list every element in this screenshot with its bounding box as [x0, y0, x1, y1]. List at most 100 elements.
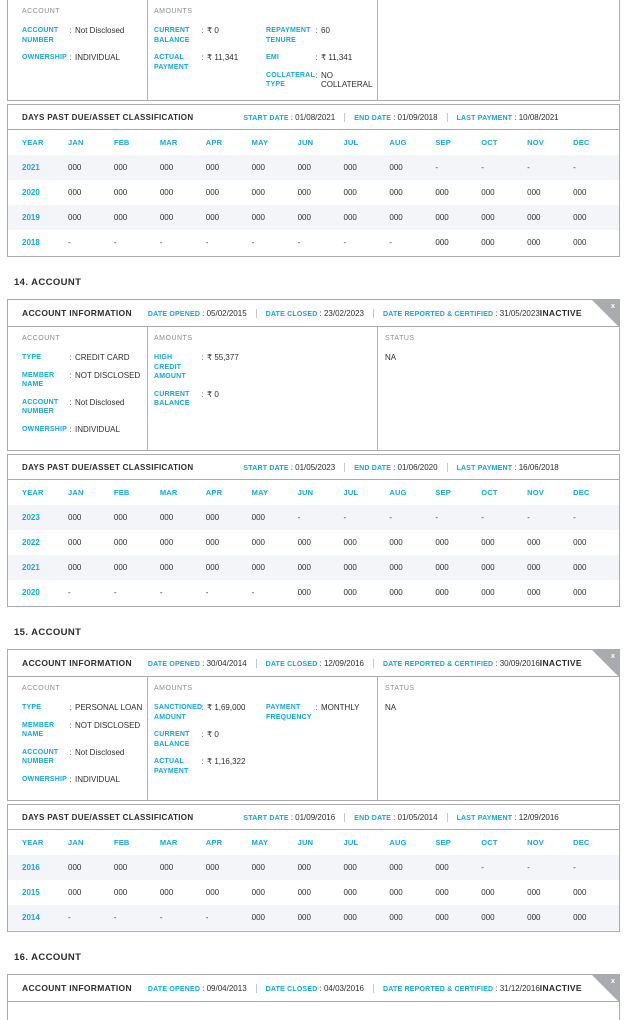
- close-icon[interactable]: x: [610, 651, 615, 660]
- dpd-value-cell: 000: [573, 913, 587, 922]
- field-value: MONTHLY: [321, 703, 360, 712]
- dpd-value-cell: 000: [113, 213, 128, 222]
- dpd-value-cell: 000: [297, 863, 311, 872]
- dpd-value-cell: -: [297, 513, 301, 522]
- year-cell: 2018: [22, 238, 40, 247]
- dpd-value-cell: 000: [527, 913, 541, 922]
- dpd-value-cell: 000: [113, 888, 128, 897]
- start-date-value: 01/09/2016: [291, 813, 335, 822]
- field-value: ₹ 0: [207, 26, 219, 35]
- corner-ribbon: x: [592, 300, 619, 327]
- dpd-value-cell: 000: [68, 563, 82, 572]
- dpd-value-cell: 000: [113, 163, 128, 172]
- date-closed-value: 23/02/2023: [320, 309, 364, 318]
- field-row: REPAYMENT TENURE:60: [266, 26, 373, 45]
- field-colon: :: [69, 774, 72, 784]
- month-column-header: SEP: [435, 838, 451, 847]
- dpd-card-partial: DAYS PAST DUE/ASSET CLASSIFICATION START…: [7, 104, 620, 257]
- dpd-value-cell: 000: [435, 538, 449, 547]
- dpd-table: YEAR JAN FEB MAR APR MAY JUN JUL AUG SEP OCT NOV DEC…: [8, 830, 619, 931]
- dpd-value-cell: -: [205, 913, 209, 922]
- field-label: HIGH CREDIT AMOUNT: [154, 354, 186, 380]
- dpd-value-cell: -: [527, 513, 530, 522]
- dpd-table: YEAR JAN FEB MAR APR MAY JUN JUL AUG SEP OCT NOV DEC…: [8, 480, 619, 606]
- field-label: ACCOUNT NUMBER: [22, 398, 59, 416]
- dpd-value-cell: -: [435, 513, 438, 522]
- dpd-value-cell: 000: [159, 163, 174, 172]
- month-column-header: JUL: [343, 138, 359, 147]
- start-date-value: 01/08/2021: [291, 113, 335, 122]
- dpd-last-payment: LAST PAYMENT 12/09/2016: [457, 813, 559, 822]
- dpd-value-cell: 000: [113, 538, 128, 547]
- dpd-value-cell: -: [343, 238, 347, 247]
- date-reported-label: DATE REPORTED & CERTIFIED: [383, 985, 494, 993]
- account-info-title: ACCOUNT INFORMATION: [22, 658, 132, 668]
- dpd-header: DAYS PAST DUE/ASSET CLASSIFICATION START…: [8, 455, 619, 480]
- end-date-label: END DATE: [354, 114, 392, 122]
- dpd-value-cell: 000: [435, 213, 449, 222]
- field-label: ACCOUNT NUMBER: [22, 27, 59, 44]
- field-colon: :: [69, 720, 72, 730]
- amounts-column: AMOUNTS CURRENT BALANCE: ₹ 0 ACTUAL PAYMEN…: [148, 0, 378, 100]
- field-colon: :: [69, 370, 72, 380]
- dpd-value-cell: 000: [159, 863, 174, 872]
- dpd-value-cell: 000: [297, 163, 311, 172]
- month-column-header: JAN: [68, 838, 84, 847]
- dpd-row-2016: 2016 000 000 000 000 000 000 000 000 000 - - -: [8, 855, 619, 880]
- account-info-title: ACCOUNT INFORMATION: [22, 308, 132, 318]
- dpd-value-cell: 000: [389, 888, 403, 897]
- month-column-header: MAR: [159, 838, 178, 847]
- start-date-label: START DATE: [243, 464, 289, 472]
- dpd-value-cell: 000: [113, 513, 128, 522]
- dpd-value-cell: 000: [481, 213, 495, 222]
- field-label: COLLATERAL TYPE: [266, 71, 315, 89]
- dpd-table-header-row: YEAR JAN FEB MAR APR MAY JUN JUL AUG SEP OCT NOV DEC: [8, 830, 619, 855]
- dpd-row-2021: 2021 000 000 000 000 000 000 000 000 000 000 000 000: [8, 555, 619, 580]
- month-column-header: OCT: [481, 838, 498, 847]
- dpd-value-cell: 000: [205, 538, 220, 547]
- dpd-value-cell: 000: [389, 563, 403, 572]
- status-column: STATUS NA: [378, 677, 619, 800]
- month-column-header: FEB: [113, 138, 130, 147]
- dpd-value-cell: 000: [343, 538, 357, 547]
- dpd-value-cell: 000: [481, 888, 495, 897]
- date-closed: DATE CLOSED 04/03/2016: [266, 984, 364, 993]
- month-column-header: AUG: [389, 138, 407, 147]
- dpd-value-cell: 000: [573, 238, 587, 247]
- month-column-header: SEP: [435, 138, 451, 147]
- dpd-value-cell: 000: [573, 213, 587, 222]
- dpd-value-cell: 000: [297, 563, 311, 572]
- field-value: Not Disclosed: [75, 397, 125, 407]
- field-colon: :: [201, 757, 204, 766]
- dpd-value-cell: -: [573, 163, 576, 172]
- amounts-subcolumn-1: HIGH CREDIT AMOUNT: ₹ 55,377 CURRENT BALAN…: [154, 353, 266, 417]
- end-date-value: 01/09/2018: [393, 113, 438, 122]
- last-payment-value: 16/06/2018: [514, 463, 559, 472]
- corner-ribbon: x: [592, 975, 619, 1002]
- date-closed-label: DATE CLOSED: [265, 310, 318, 318]
- date-reported-value: 31/12/2016: [495, 984, 540, 993]
- close-icon[interactable]: x: [610, 301, 615, 310]
- dpd-value-cell: 000: [343, 588, 357, 597]
- field-colon: :: [201, 730, 204, 739]
- dpd-value-cell: 000: [68, 863, 82, 872]
- dpd-value-cell: -: [159, 913, 163, 922]
- field-row: CURRENT BALANCE: ₹ 0: [154, 26, 266, 45]
- month-column-header: DEC: [573, 488, 590, 497]
- account-fields: TYPE: PERSONAL LOAN MEMBER NAME: NOT DISCLO…: [22, 703, 143, 784]
- dpd-row-2023: 2023 000 000 000 000 000 - - - - - - -: [8, 505, 619, 530]
- dpd-value-cell: -: [343, 513, 347, 522]
- dpd-value-cell: 000: [435, 238, 449, 247]
- field-label: CURRENT BALANCE: [154, 27, 190, 44]
- month-column-header: JAN: [68, 138, 84, 147]
- month-column-header: AUG: [389, 838, 407, 847]
- dpd-row-2021: 2021 000 000 000 000 000 000 000 000 - - - -: [8, 155, 619, 180]
- account-group-label: ACCOUNT: [22, 685, 61, 692]
- field-row: ACCOUNT NUMBER: Not Disclosed: [22, 398, 143, 417]
- close-icon[interactable]: x: [610, 976, 615, 985]
- field-row: EMI: ₹ 11,341: [266, 53, 373, 63]
- dpd-value-cell: 000: [68, 188, 82, 197]
- dpd-value-cell: 000: [205, 213, 220, 222]
- field-label: MEMBER NAME: [22, 371, 55, 389]
- section-heading-15: 15. ACCOUNT: [14, 627, 82, 638]
